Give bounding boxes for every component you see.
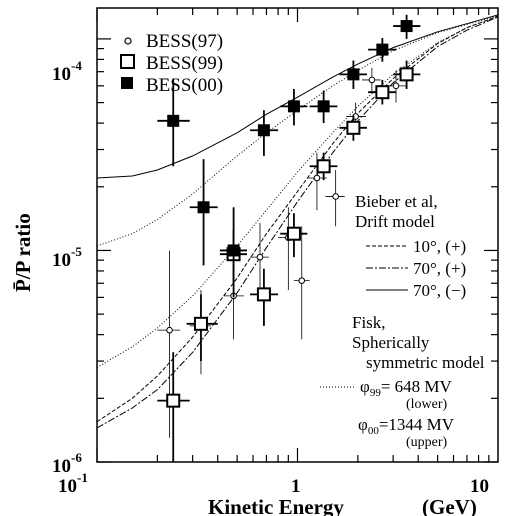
bieber-subtitle: Drift model bbox=[355, 212, 435, 231]
marker bbox=[166, 326, 173, 334]
curve-3 bbox=[96, 15, 499, 368]
curve-0 bbox=[96, 15, 499, 423]
curve-2 bbox=[96, 14, 499, 179]
marker bbox=[286, 226, 301, 241]
legend-label-bess99: BESS(99) bbox=[146, 53, 223, 74]
marker bbox=[193, 316, 208, 331]
marker bbox=[287, 100, 300, 113]
fisk-title: Fisk, bbox=[352, 313, 386, 332]
fisk-line-2: Spherically bbox=[352, 333, 430, 352]
point-bess00-7 bbox=[368, 37, 397, 62]
marker bbox=[316, 159, 331, 174]
point-bess00-6 bbox=[339, 60, 367, 89]
point-bess99-6 bbox=[339, 115, 367, 141]
point-bess99-0 bbox=[157, 352, 190, 462]
x-tick-label-0.1: 10-1 bbox=[58, 470, 88, 497]
marker bbox=[317, 100, 330, 113]
point-bess99-7 bbox=[368, 79, 397, 105]
point-bess97-0 bbox=[157, 250, 181, 438]
marker bbox=[167, 114, 180, 127]
curve-1 bbox=[96, 16, 499, 429]
legend-label-phi99: φ99= 648 MV bbox=[360, 377, 453, 399]
legend-label-phi00: φ00=1344 MV bbox=[358, 415, 455, 437]
bieber-annotation: Bieber et al, Drift model 10°, (+) 70°, … bbox=[355, 192, 466, 300]
marker bbox=[346, 120, 361, 135]
legend: BESS(97) BESS(99) BESS(00) bbox=[120, 31, 223, 96]
point-bess00-2 bbox=[219, 207, 248, 298]
marker bbox=[298, 277, 306, 284]
point-bess97-6 bbox=[307, 152, 327, 211]
legend-label-70-plus: 70°, (+) bbox=[413, 259, 466, 278]
legend-marker-bess00 bbox=[121, 77, 133, 89]
x-axis-label: Kinetic Energy bbox=[208, 495, 344, 516]
axis-ticks bbox=[96, 8, 498, 463]
point-bess00-3 bbox=[250, 110, 279, 156]
marker bbox=[399, 67, 414, 82]
marker bbox=[392, 82, 400, 90]
marker bbox=[375, 85, 390, 100]
point-bess00-8 bbox=[393, 14, 421, 39]
y-tick-label-1e-5: 10-5 bbox=[52, 244, 82, 271]
marker bbox=[368, 76, 376, 84]
fisk-annotation: Fisk, Spherically symmetric model φ99= 6… bbox=[320, 313, 485, 450]
point-bess97-7 bbox=[325, 170, 345, 227]
y-axis-label: P̄/P ratio bbox=[11, 213, 35, 292]
point-bess00-1 bbox=[189, 159, 218, 266]
marker bbox=[256, 287, 271, 302]
marker bbox=[347, 68, 360, 81]
legend-label-70-minus: 70°, (−) bbox=[413, 281, 466, 300]
point-bess99-1 bbox=[186, 294, 218, 362]
point-bess97-9 bbox=[362, 67, 381, 93]
marker bbox=[400, 20, 413, 33]
marker bbox=[332, 193, 339, 200]
point-bess00-4 bbox=[280, 88, 308, 126]
marker bbox=[227, 244, 240, 257]
legend-label-10-plus: 10°, (+) bbox=[413, 237, 466, 256]
point-bess97-5 bbox=[293, 226, 310, 340]
marker bbox=[376, 43, 389, 56]
bieber-title: Bieber et al, bbox=[355, 192, 438, 211]
x-tick-label-1: 1 bbox=[291, 476, 301, 497]
legend-label-bess00: BESS(00) bbox=[146, 75, 223, 96]
marker bbox=[166, 393, 181, 408]
y-tick-label-1e-4: 10-4 bbox=[52, 58, 82, 85]
x-tick-label-10: 10 bbox=[470, 476, 489, 497]
marker bbox=[257, 124, 270, 137]
x-axis-unit: (GeV) bbox=[422, 495, 477, 516]
point-bess99-5 bbox=[309, 152, 338, 181]
marker bbox=[197, 201, 210, 214]
point-bess99-4 bbox=[280, 213, 308, 258]
fisk-line-3: symmetric model bbox=[366, 353, 485, 372]
legend-marker-bess99 bbox=[120, 54, 135, 69]
marker bbox=[313, 174, 321, 182]
point-bess99-8 bbox=[393, 60, 421, 89]
point-bess00-5 bbox=[309, 90, 338, 124]
point-bess97-3 bbox=[250, 222, 269, 298]
point-bess99-3 bbox=[250, 268, 279, 326]
legend-note-phi00: (upper) bbox=[406, 435, 448, 450]
y-tick-label-1e-6: 10-6 bbox=[52, 450, 82, 477]
legend-note-phi99: (lower) bbox=[406, 397, 448, 412]
data-points bbox=[157, 14, 421, 462]
legend-label-bess97: BESS(97) bbox=[146, 31, 223, 52]
legend-marker-bess97 bbox=[124, 37, 132, 45]
point-bess00-0 bbox=[157, 78, 190, 167]
marker bbox=[256, 253, 264, 261]
